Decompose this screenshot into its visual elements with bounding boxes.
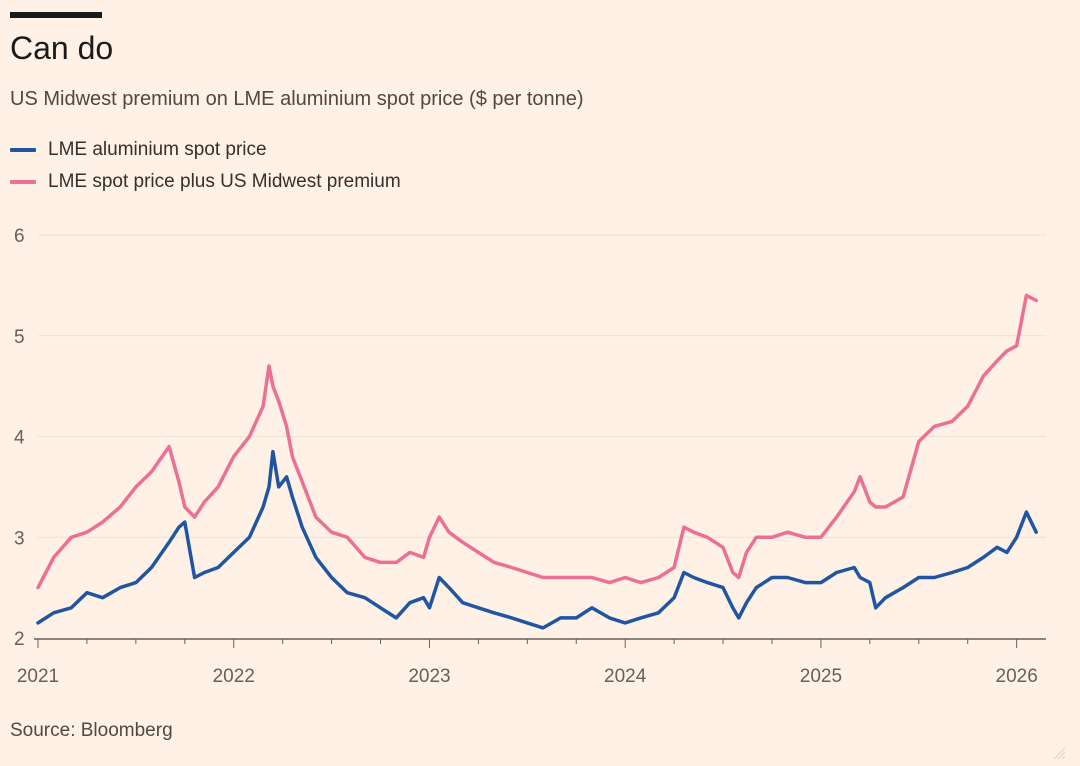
y-tick-label-4: 4 [14,428,25,449]
ft-top-bar [10,12,102,18]
legend: LME aluminium spot price LME spot price … [10,134,401,198]
gridlines [38,234,1046,538]
source-note: Source: Bloomberg [10,720,173,741]
x-tick-label-2023: 2023 [408,666,450,687]
y-tick-label-2: 2 [14,629,25,650]
legend-label-lme-premium: LME spot price plus US Midwest premium [48,171,401,192]
y-axis: 2 3 4 5 6 [14,226,25,650]
x-tick-label-2025: 2025 [800,666,842,687]
series-group [36,293,1038,630]
x-tick-label-2026: 2026 [996,666,1038,687]
x-tick-label-2022: 2022 [213,666,255,687]
legend-swatch-lme-premium [10,180,36,184]
legend-item-lme-premium: LME spot price plus US Midwest premium [10,166,401,198]
legend-item-lme: LME aluminium spot price [10,134,401,166]
chart-subtitle: US Midwest premium on LME aluminium spot… [10,88,584,110]
legend-swatch-lme [10,148,36,152]
x-tick-label-2021: 2021 [17,666,59,687]
x-axis: 2021 2022 2023 2024 2025 2026 [17,638,1046,687]
y-tick-label-3: 3 [14,528,25,549]
series-line-lme-plus-premium [36,293,1038,590]
chart-title: Can do [10,30,114,66]
x-tick-label-2024: 2024 [604,666,647,687]
y-tick-label-6: 6 [14,226,25,247]
legend-label-lme: LME aluminium spot price [48,139,267,160]
series-line-lme-spot [36,449,1038,630]
resize-handle-icon [1053,747,1066,760]
y-tick-label-5: 5 [14,327,25,348]
